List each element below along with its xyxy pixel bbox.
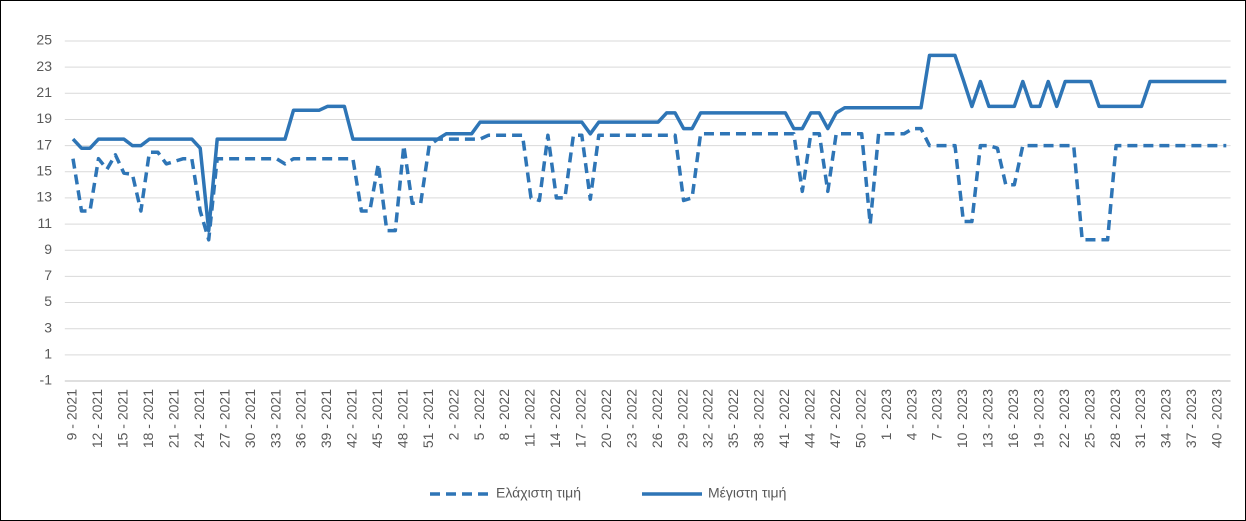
x-tick-label: 24 - 2021: [191, 389, 207, 448]
x-tick-label: 12 - 2021: [89, 389, 105, 448]
x-tick-label: 26 - 2022: [649, 389, 665, 448]
x-tick-label: 50 - 2022: [852, 389, 868, 448]
x-tick-label: 25 - 2023: [1081, 389, 1097, 448]
x-tick-label: 35 - 2022: [725, 389, 741, 448]
x-tick-label: 31 - 2023: [1132, 389, 1148, 448]
y-tick-label: 7: [44, 267, 52, 283]
x-tick-label: 32 - 2022: [700, 389, 716, 448]
x-tick-label: 33 - 2021: [267, 389, 283, 448]
y-tick-label: 15: [36, 162, 52, 178]
y-tick-label: 9: [44, 241, 52, 257]
x-tick-label: 8 - 2022: [496, 389, 512, 441]
x-tick-label: 36 - 2021: [293, 389, 309, 448]
x-tick-label: 11 - 2022: [522, 389, 538, 447]
x-tick-label: 28 - 2023: [1107, 389, 1123, 448]
x-tick-label: 39 - 2021: [318, 389, 334, 448]
x-tick-label: 13 - 2023: [980, 389, 996, 448]
x-tick-label: 38 - 2022: [751, 389, 767, 448]
x-tick-label: 34 - 2023: [1158, 389, 1174, 448]
x-tick-label: 29 - 2022: [674, 389, 690, 448]
x-tick-label: 45 - 2021: [369, 389, 385, 448]
x-tick-label: 16 - 2023: [1005, 389, 1021, 448]
x-tick-label: 48 - 2021: [394, 389, 410, 448]
y-tick-label: 13: [36, 189, 52, 205]
y-tick-label: 11: [37, 215, 52, 231]
x-tick-label: 5 - 2022: [471, 389, 487, 441]
x-tick-label: 18 - 2021: [140, 389, 156, 448]
x-tick-label: 22 - 2023: [1056, 389, 1072, 448]
y-tick-label: 3: [44, 319, 52, 335]
legend-label: Μέγιστη τιμή: [708, 485, 786, 501]
x-tick-label: 47 - 2022: [827, 389, 843, 448]
legend-label: Ελάχιστη τιμή: [496, 485, 581, 501]
y-tick-label: 19: [36, 110, 52, 126]
x-tick-label: 42 - 2021: [344, 389, 360, 448]
x-tick-label: 17 - 2022: [573, 389, 589, 448]
x-tick-label: 44 - 2022: [802, 389, 818, 448]
x-tick-label: 40 - 2023: [1209, 389, 1225, 448]
y-tick-label: 25: [36, 32, 52, 48]
y-tick-label: 21: [36, 84, 52, 100]
x-tick-label: 41 - 2022: [776, 389, 792, 448]
y-tick-label: 1: [44, 346, 52, 362]
x-tick-label: 1 - 2023: [878, 389, 894, 441]
y-tick-label: 17: [36, 136, 52, 152]
line-series: [71, 126, 1227, 242]
x-tick-label: 10 - 2023: [954, 389, 970, 448]
x-tick-label: 23 - 2022: [623, 389, 639, 448]
x-tick-label: 21 - 2021: [166, 389, 182, 448]
x-tick-label: 4 - 2023: [903, 389, 919, 441]
x-tick-label: 7 - 2023: [929, 389, 945, 441]
y-tick-label: -1: [40, 372, 53, 388]
x-tick-label: 37 - 2023: [1183, 389, 1199, 448]
x-tick-label: 51 - 2021: [420, 389, 436, 448]
x-tick-label: 9 - 2021: [64, 389, 80, 441]
x-tick-label: 14 - 2022: [547, 389, 563, 448]
x-tick-label: 2 - 2022: [445, 389, 461, 441]
x-tick-label: 20 - 2022: [598, 389, 614, 448]
x-tick-label: 30 - 2021: [242, 389, 258, 448]
x-tick-label: 27 - 2021: [216, 389, 232, 448]
x-tick-label: 15 - 2021: [115, 389, 131, 448]
y-tick-label: 5: [44, 293, 52, 309]
y-tick-label: 23: [36, 58, 52, 74]
line-series: [71, 53, 1227, 233]
x-tick-label: 19 - 2023: [1030, 389, 1046, 448]
